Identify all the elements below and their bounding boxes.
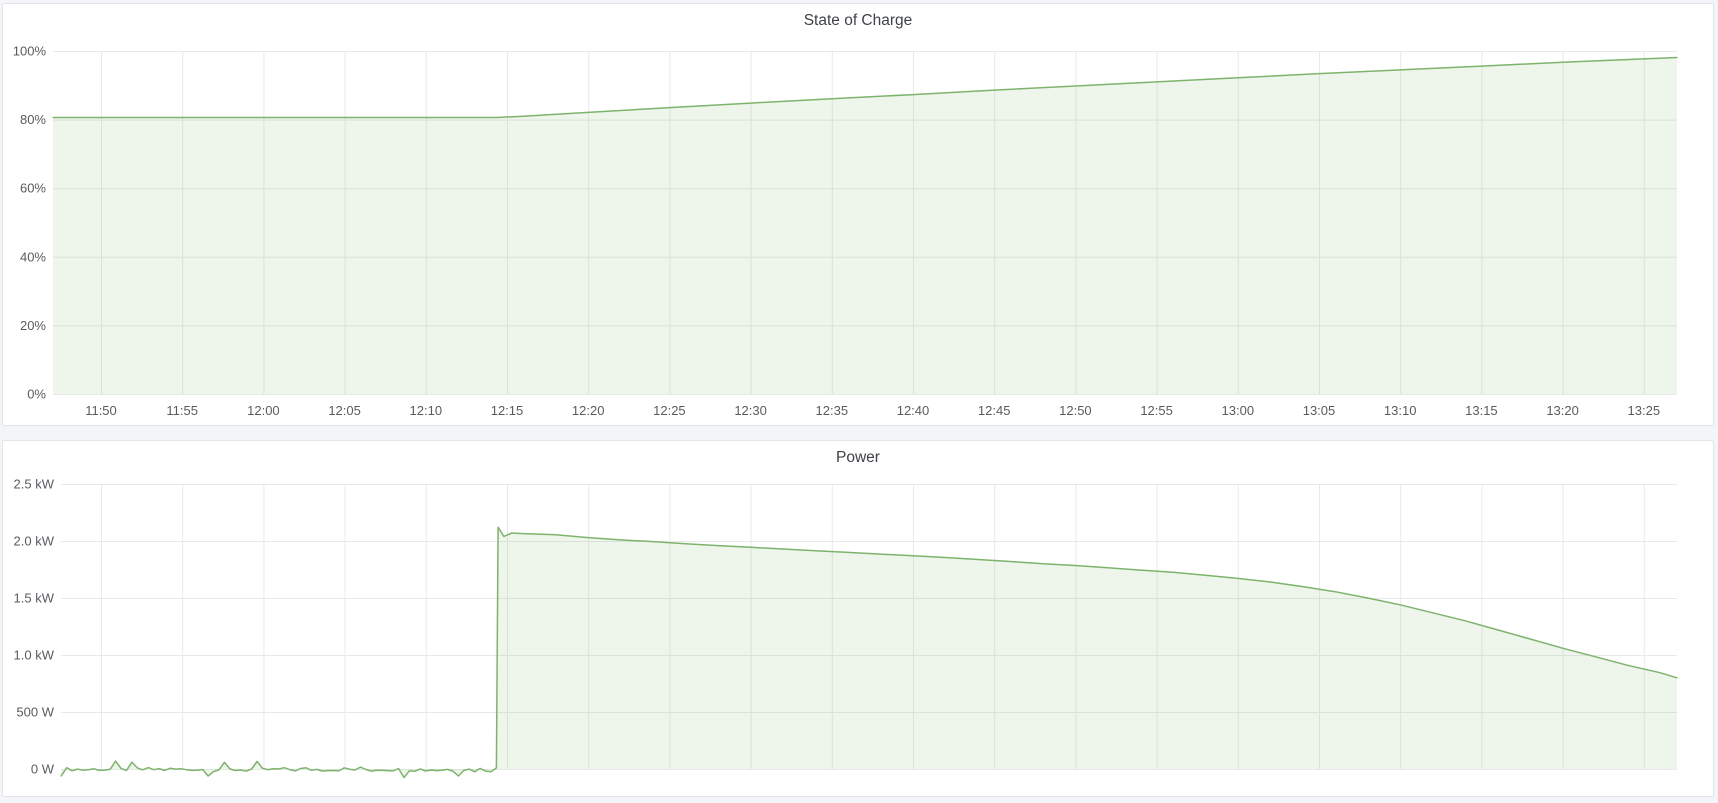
series-line: [52, 56, 1678, 119]
panel-title-power[interactable]: Power: [836, 449, 880, 466]
panel-title-state-of-charge[interactable]: State of Charge: [803, 12, 913, 29]
x-tick-label: 13:00: [1222, 403, 1255, 418]
x-tick-label: 12:15: [491, 403, 524, 418]
y-tick-label: 1.5 kW: [14, 591, 55, 606]
y-tick-label: 1.0 kW: [14, 648, 55, 663]
x-tick-label: 12:35: [816, 403, 849, 418]
x-tick-label: 12:45: [978, 403, 1011, 418]
y-tick-label: 2.0 kW: [14, 534, 55, 549]
y-axis-labels: 0% 20% 40% 60% 80% 100%: [13, 44, 47, 402]
series-area: [61, 527, 1677, 778]
y-tick-label: 100%: [13, 44, 47, 59]
x-tick-label: 13:25: [1628, 403, 1661, 418]
y-tick-label: 0 W: [31, 762, 55, 777]
x-tick-label: 12:50: [1059, 403, 1092, 418]
y-tick-label: 500 W: [16, 705, 54, 720]
x-tick-label: 12:10: [410, 403, 443, 418]
x-tick-label: 13:15: [1465, 403, 1498, 418]
x-tick-label: 12:25: [653, 403, 686, 418]
series-line: [60, 526, 1678, 779]
state-of-charge-chart[interactable]: 0% 20% 40% 60% 80% 100% 11:50 11:55 12:00 12:05 12…: [3, 4, 1714, 426]
grid: [53, 51, 1677, 395]
panel-state-of-charge: State of Charge 0% 20% 40% 60% 80% 100% 11:50 1…: [2, 3, 1714, 426]
y-tick-label: 60%: [20, 181, 46, 196]
y-tick-label: 40%: [20, 249, 46, 264]
x-tick-label: 12:00: [247, 403, 280, 418]
y-tick-label: 0%: [27, 387, 46, 402]
x-tick-label: 12:40: [897, 403, 930, 418]
y-axis-labels: 0 W 500 W 1.0 kW 1.5 kW 2.0 kW 2.5 kW: [14, 477, 55, 777]
x-axis-labels: 11:50 11:55 12:00 12:05 12:10 12:15 12:20 12:25…: [85, 403, 1660, 418]
power-chart[interactable]: 0 W 500 W 1.0 kW 1.5 kW 2.0 kW 2.5 kW: [3, 441, 1714, 797]
x-tick-label: 11:55: [166, 403, 198, 418]
x-tick-label: 12:05: [328, 403, 361, 418]
x-tick-label: 13:20: [1546, 403, 1579, 418]
x-tick-label: 12:20: [572, 403, 605, 418]
x-tick-label: 11:50: [85, 403, 117, 418]
x-tick-label: 13:05: [1303, 403, 1336, 418]
x-tick-label: 13:10: [1384, 403, 1417, 418]
y-tick-label: 20%: [20, 318, 46, 333]
panel-power: Power 0 W 500 W 1.0 kW 1.5 kW 2.0 kW 2.5 kW: [2, 440, 1714, 797]
y-tick-label: 2.5 kW: [14, 477, 55, 492]
x-tick-label: 12:55: [1140, 403, 1173, 418]
series-area: [53, 57, 1677, 394]
x-tick-label: 12:30: [734, 403, 767, 418]
y-tick-label: 80%: [20, 112, 46, 127]
grid: [61, 484, 1677, 770]
